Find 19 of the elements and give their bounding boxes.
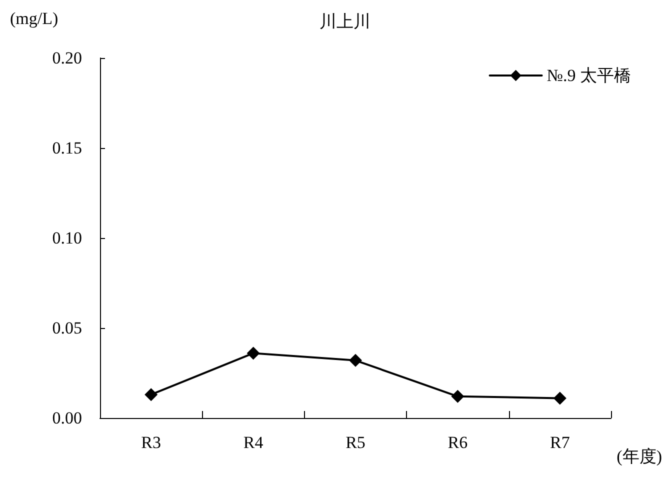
x-tick-label: R5 xyxy=(346,433,366,452)
point xyxy=(349,354,362,367)
y-tick-label: 0.15 xyxy=(52,138,82,158)
y-tick-label: 0.10 xyxy=(52,228,82,248)
x-axis-title: (年度) xyxy=(616,447,662,466)
point xyxy=(553,392,566,405)
x-tick-label: R4 xyxy=(243,433,264,452)
y-tick-label: 0.20 xyxy=(52,48,82,68)
y-axis-title: (mg/L) xyxy=(10,9,58,28)
x-tick-label: R6 xyxy=(448,433,468,452)
point xyxy=(144,388,158,402)
y-tick-label: 0.00 xyxy=(52,408,82,428)
x-tick-label: R7 xyxy=(550,433,570,452)
legend-label: №.9 太平橋 xyxy=(546,66,632,85)
chart-title: 川上川 xyxy=(320,12,370,31)
point xyxy=(246,346,260,360)
point xyxy=(451,390,464,403)
y-tick-label: 0.05 xyxy=(52,318,82,338)
x-tick-label: R3 xyxy=(141,433,162,452)
